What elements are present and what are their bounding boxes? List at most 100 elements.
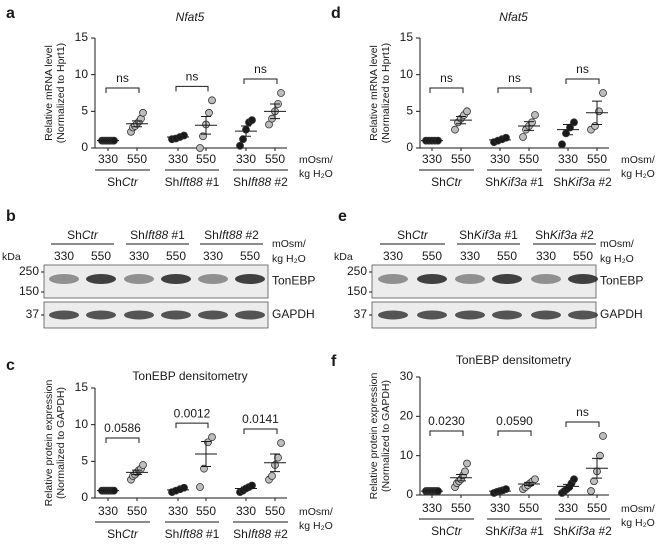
group-label: ShKif3a #2 <box>553 175 612 189</box>
x-tick-label: 550 <box>519 501 539 515</box>
blot-group-label: ShKif3a #1 <box>459 228 518 242</box>
y-tick-label: 5 <box>81 454 88 468</box>
comparison-bracket <box>565 421 600 427</box>
comparison-bracket <box>429 430 464 436</box>
data-point <box>528 118 536 127</box>
y-tick-label: 20 <box>400 409 414 423</box>
blot-band <box>455 310 485 320</box>
x-tick-label: 550 <box>451 501 471 515</box>
row-label: TonEBP <box>272 274 315 288</box>
group-label: ShKif3a #2 <box>553 524 612 538</box>
comparison-label: 0.0141 <box>242 412 279 426</box>
sem-bar <box>201 115 211 135</box>
x-tick-label: 330 <box>490 501 510 515</box>
sem-bar <box>270 453 280 473</box>
blot-group-label: ShKif3a #2 <box>535 228 594 242</box>
x-tick-label: 550 <box>519 152 539 166</box>
blot-band <box>235 274 265 284</box>
comparison-label: ns <box>186 70 199 84</box>
comparison-bracket <box>565 78 600 84</box>
data-point <box>599 89 607 97</box>
x-tick-label: 330 <box>422 501 442 515</box>
sem-bar <box>132 120 142 128</box>
y-axis-label: Relative mRNA level <box>368 45 380 141</box>
comparison-label: ns <box>440 71 453 85</box>
data-point <box>519 133 527 141</box>
lane-label: 330 <box>54 249 74 263</box>
unit-label: mOsm/ <box>621 154 655 166</box>
comparison-label: ns <box>576 405 589 419</box>
data-point <box>531 111 539 119</box>
group-label: ShCtr <box>431 524 463 538</box>
group-label: ShCtr <box>431 175 463 189</box>
x-tick-label: 550 <box>127 152 147 166</box>
sem-bar <box>456 115 466 125</box>
y-axis-label: (Normalized to GAPDH) <box>380 380 392 492</box>
blot-group-label: ShCtr <box>397 228 429 242</box>
blot-band <box>49 274 79 284</box>
sem-bar <box>270 103 280 120</box>
unit-label: mOsm/ <box>272 238 306 250</box>
x-tick-label: 330 <box>236 504 256 518</box>
panel-letter: e <box>338 208 347 225</box>
comparison-bracket <box>175 422 209 429</box>
blot-band <box>86 274 116 284</box>
sem-bar <box>563 483 573 489</box>
blot-band <box>198 310 228 320</box>
unit-label: mOsm/ <box>600 238 634 250</box>
blot-band <box>124 274 154 284</box>
y-axis-label: (Normalized to Hprt1) <box>55 43 67 143</box>
sem-bar <box>592 100 602 126</box>
lane-label: 550 <box>240 249 260 263</box>
blot-band <box>161 274 191 284</box>
group-label: ShIft88 #1 <box>165 527 220 541</box>
data-point <box>277 439 285 447</box>
chart-title: Nfat5 <box>499 10 528 24</box>
comparison-bracket <box>243 428 278 434</box>
comparison-label: 0.0590 <box>496 414 533 428</box>
y-tick-label: 10 <box>75 67 89 81</box>
data-point <box>590 477 598 486</box>
kda-label: kDa <box>2 251 21 263</box>
blot-band <box>492 274 522 284</box>
x-tick-label: 550 <box>265 504 285 518</box>
y-tick-label: 15 <box>400 30 414 44</box>
data-point <box>531 475 539 484</box>
lane-label: 550 <box>166 249 186 263</box>
x-tick-label: 330 <box>168 504 188 518</box>
unit-label: kg H₂O <box>299 520 333 532</box>
comparison-label: ns <box>254 62 267 76</box>
group-label: ShIft88 #2 <box>233 175 288 189</box>
data-point <box>570 475 578 484</box>
group-label: ShKif3a #1 <box>485 175 544 189</box>
kda-marker: 37 <box>26 307 40 321</box>
y-tick-label: 15 <box>75 380 89 394</box>
y-axis-label: Relative mRNA level <box>43 45 55 141</box>
kda-label: kDa <box>334 251 353 263</box>
comparison-label: ns <box>508 71 521 85</box>
comparison-label: ns <box>116 71 129 85</box>
x-tick-label: 550 <box>451 152 471 166</box>
data-point <box>558 140 566 149</box>
x-tick-label: 330 <box>422 152 442 166</box>
data-point <box>208 433 216 442</box>
lane-label: 330 <box>460 249 480 263</box>
lane-label: 330 <box>129 249 149 263</box>
comparison-bracket <box>243 78 278 84</box>
y-tick-label: 10 <box>75 417 89 431</box>
x-tick-label: 550 <box>587 152 607 166</box>
blot-panel <box>43 264 269 299</box>
data-point <box>596 451 604 460</box>
unit-label: kg H₂O <box>621 517 655 529</box>
lane-label: 550 <box>497 249 517 263</box>
chart-title: TonEBP densitometry <box>132 369 247 383</box>
data-point <box>274 453 282 462</box>
x-tick-label: 550 <box>196 504 216 518</box>
blot-band <box>161 310 191 320</box>
sem-bar <box>173 488 183 492</box>
x-tick-label: 550 <box>196 152 216 166</box>
x-tick-label: 550 <box>265 152 285 166</box>
data-point <box>208 96 216 105</box>
blot-panel <box>371 264 597 299</box>
